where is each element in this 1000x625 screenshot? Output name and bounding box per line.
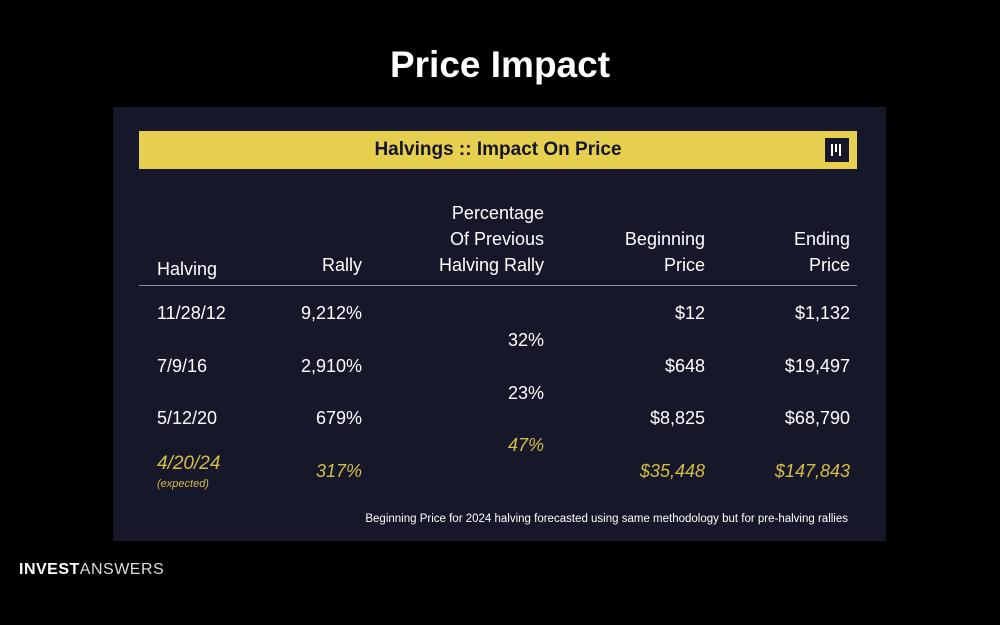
header-ending-line1: Ending xyxy=(793,229,850,249)
brand-light: ANSWERS xyxy=(79,561,165,578)
row3-halving: 5/12/20 xyxy=(157,408,218,428)
row2-halving: 7/9/16 xyxy=(157,356,208,376)
header-ending-line2: Price xyxy=(808,255,850,275)
header-percentage: Percentage Of Previous Halving Rally xyxy=(439,200,544,278)
header-beginning-line1: Beginning xyxy=(624,229,705,249)
header-beginning-line2: Price xyxy=(663,255,705,275)
pct-value-2: 23% xyxy=(507,383,544,403)
row4-begin: $35,448 xyxy=(639,461,705,481)
header-percentage-line3: Halving Rally xyxy=(438,255,544,275)
row1-begin: $12 xyxy=(674,303,705,323)
row2-end: $19,497 xyxy=(784,356,850,376)
brand-logo: INVESTANSWERS xyxy=(19,561,164,579)
row1-rally: 9,212% xyxy=(300,303,362,323)
pct-value-3: 47% xyxy=(507,435,544,455)
header-percentage-line2: Of Previous xyxy=(449,229,544,249)
row1-end: $1,132 xyxy=(794,303,850,323)
table-banner: Halvings :: Impact On Price xyxy=(139,131,857,169)
row3-rally: 679% xyxy=(315,408,362,428)
header-divider xyxy=(139,285,857,286)
header-ending-price: Ending Price xyxy=(794,226,850,278)
bars-logo-icon xyxy=(825,138,849,162)
brand-bold: INVEST xyxy=(19,561,80,578)
row4-end: $147,843 xyxy=(774,461,850,481)
header-rally: Rally xyxy=(321,255,362,275)
header-beginning-price: Beginning Price xyxy=(625,226,705,278)
banner-title: Halvings :: Impact On Price xyxy=(374,139,622,160)
row2-rally: 2,910% xyxy=(300,356,362,376)
row3-begin: $8,825 xyxy=(649,408,705,428)
pct-value-1: 32% xyxy=(507,330,544,350)
halvings-table-card: Halvings :: Impact On Price Halving Rall… xyxy=(113,107,886,541)
row3-end: $68,790 xyxy=(784,408,850,428)
row4-halving: 4/20/24 xyxy=(157,453,221,474)
header-halving: Halving xyxy=(157,259,218,279)
row2-begin: $648 xyxy=(664,356,705,376)
page-title: Price Impact xyxy=(389,44,611,85)
footnote: Beginning Price for 2024 halving forecas… xyxy=(365,513,848,525)
row4-rally: 317% xyxy=(315,461,362,481)
header-percentage-line1: Percentage xyxy=(451,203,544,223)
row4-note: (expected) xyxy=(157,478,209,490)
row1-halving: 11/28/12 xyxy=(157,303,226,323)
